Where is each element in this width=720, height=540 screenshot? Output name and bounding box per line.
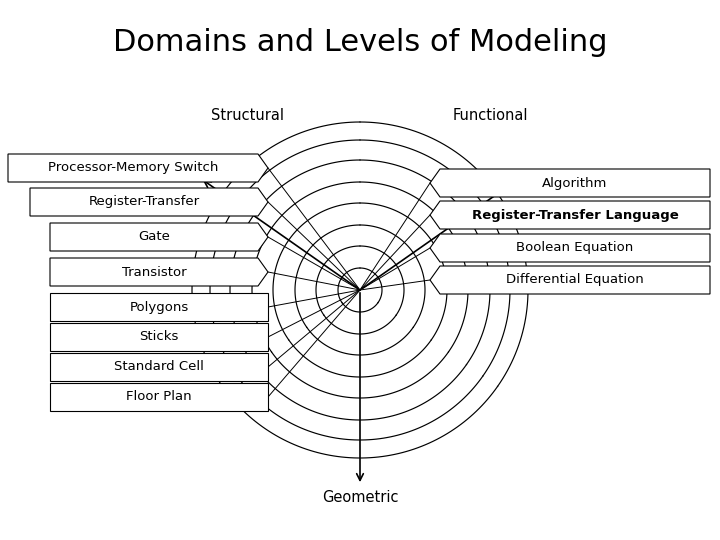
Polygon shape xyxy=(430,201,710,229)
Polygon shape xyxy=(50,258,268,286)
Text: Boolean Equation: Boolean Equation xyxy=(516,241,634,254)
Text: Polygons: Polygons xyxy=(130,300,189,314)
Polygon shape xyxy=(50,383,268,411)
Text: Floor Plan: Floor Plan xyxy=(126,390,192,403)
Polygon shape xyxy=(430,234,710,262)
Text: Structural: Structural xyxy=(212,108,284,123)
Text: Register-Transfer: Register-Transfer xyxy=(89,195,199,208)
Text: Geometric: Geometric xyxy=(322,490,398,505)
Polygon shape xyxy=(50,293,268,321)
Text: Domains and Levels of Modeling: Domains and Levels of Modeling xyxy=(113,28,607,57)
Text: Processor-Memory Switch: Processor-Memory Switch xyxy=(48,161,218,174)
Polygon shape xyxy=(50,323,268,351)
Text: Transistor: Transistor xyxy=(122,266,186,279)
Text: Sticks: Sticks xyxy=(139,330,179,343)
Text: Register-Transfer Language: Register-Transfer Language xyxy=(472,208,678,221)
Polygon shape xyxy=(430,266,710,294)
Text: Gate: Gate xyxy=(138,231,170,244)
Polygon shape xyxy=(8,154,268,182)
Polygon shape xyxy=(430,169,710,197)
Text: Functional: Functional xyxy=(452,108,528,123)
Text: Algorithm: Algorithm xyxy=(542,177,608,190)
Text: Standard Cell: Standard Cell xyxy=(114,361,204,374)
Polygon shape xyxy=(30,188,268,216)
Polygon shape xyxy=(50,353,268,381)
Text: Differential Equation: Differential Equation xyxy=(506,273,644,287)
Polygon shape xyxy=(50,223,268,251)
